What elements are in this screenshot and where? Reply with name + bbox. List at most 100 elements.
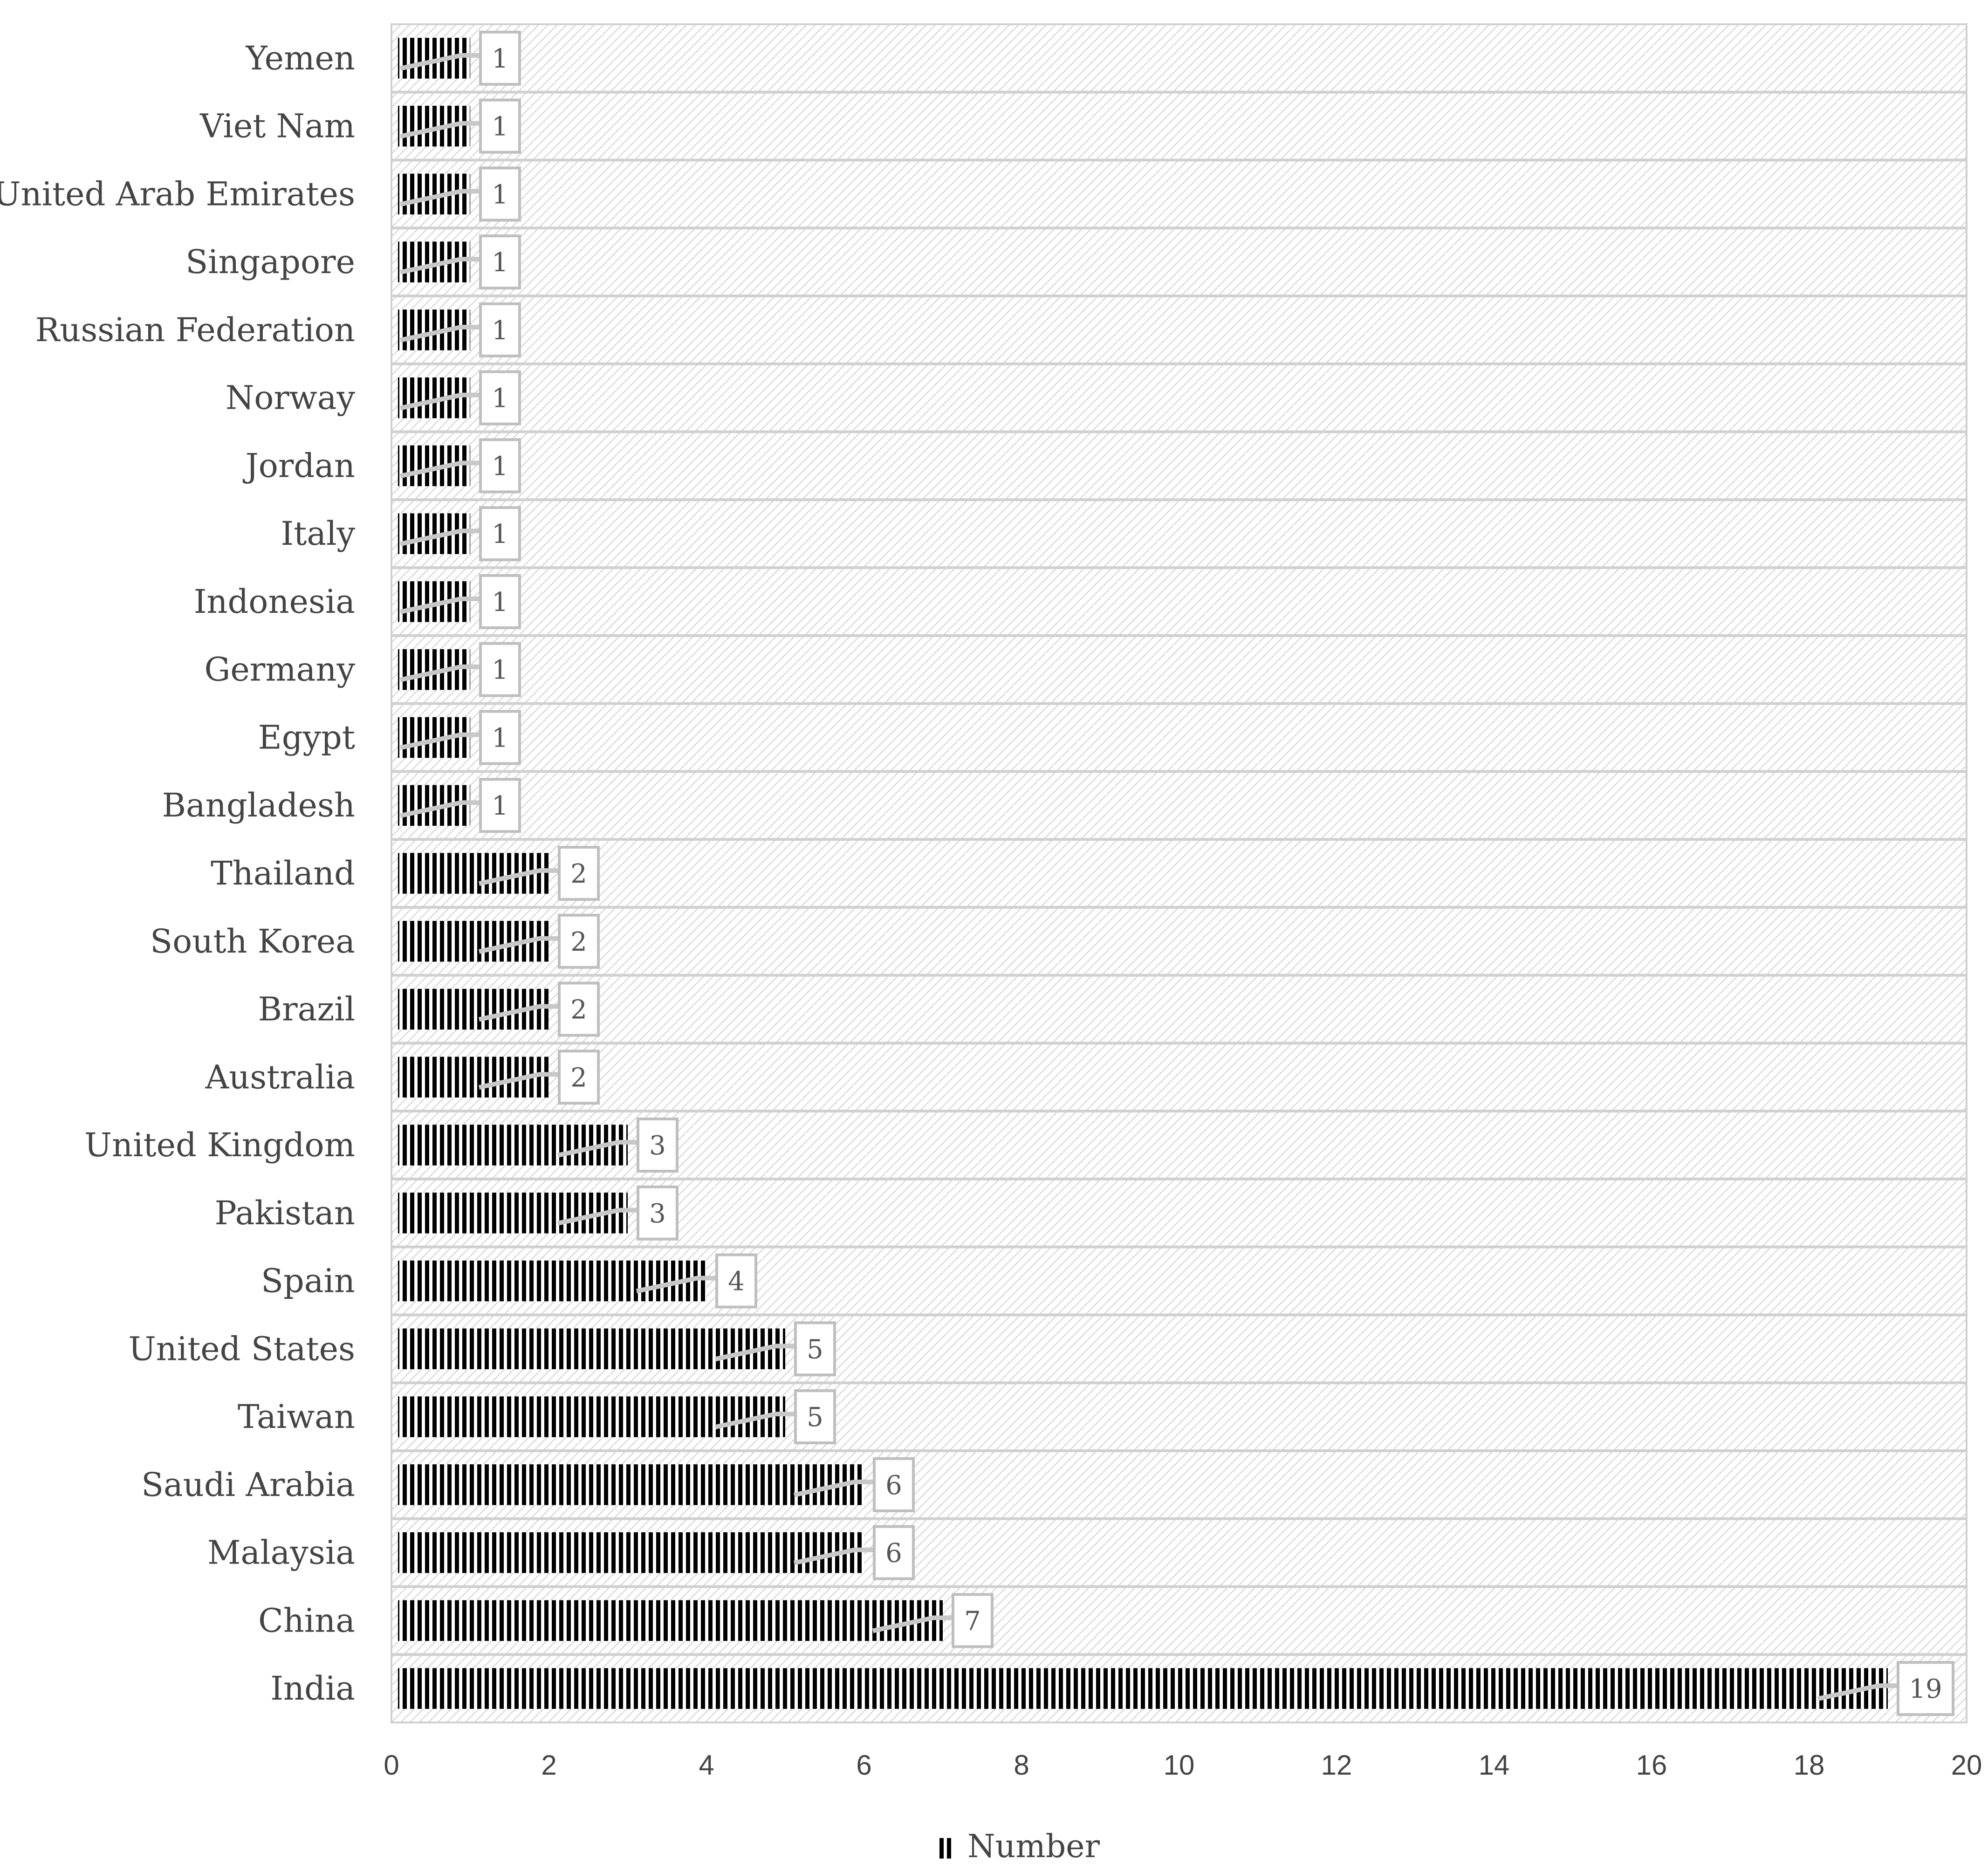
data-label-box bbox=[873, 1457, 915, 1512]
data-label-leader bbox=[399, 596, 480, 614]
data-label-leader bbox=[399, 664, 480, 682]
data-label: 5 bbox=[807, 1334, 823, 1365]
data-label-box bbox=[479, 30, 521, 86]
data-label-leader bbox=[399, 324, 480, 343]
data-label-leader bbox=[399, 460, 480, 479]
category-label: Spain bbox=[261, 1262, 355, 1300]
data-label-box bbox=[794, 1321, 836, 1377]
data-label-box bbox=[873, 1525, 915, 1580]
category-label: Bangladesh bbox=[162, 786, 355, 824]
bar bbox=[398, 1464, 864, 1505]
data-label: 1 bbox=[492, 519, 508, 549]
data-label: 2 bbox=[570, 995, 587, 1025]
bar bbox=[398, 38, 470, 79]
data-label-box bbox=[479, 642, 521, 697]
bar bbox=[398, 241, 470, 282]
x-tick-label: 12 bbox=[1321, 1749, 1352, 1781]
bar bbox=[398, 1125, 628, 1166]
data-label-leader bbox=[478, 936, 559, 954]
bar bbox=[398, 309, 470, 350]
data-label: 1 bbox=[492, 112, 508, 142]
data-label-box bbox=[479, 98, 521, 154]
data-label-box bbox=[479, 506, 521, 562]
data-label-leader bbox=[399, 800, 480, 818]
category-label: United States bbox=[129, 1330, 355, 1368]
data-label-box bbox=[558, 1050, 600, 1105]
category-label: Norway bbox=[226, 379, 356, 417]
plot-area bbox=[391, 23, 1967, 1723]
category-label: United Arab Emirates bbox=[0, 175, 355, 213]
data-label-leader bbox=[478, 1004, 559, 1022]
x-tick-label: 18 bbox=[1794, 1749, 1825, 1781]
data-label-box bbox=[558, 981, 600, 1037]
category-label: Australia bbox=[205, 1058, 355, 1096]
data-label-box bbox=[479, 166, 521, 222]
data-label: 5 bbox=[807, 1402, 823, 1433]
data-label-leader bbox=[636, 1276, 717, 1294]
data-label-box bbox=[479, 234, 521, 290]
data-label: 1 bbox=[492, 44, 508, 74]
data-label: 1 bbox=[492, 316, 508, 346]
data-label: 7 bbox=[964, 1606, 981, 1636]
category-label: Brazil bbox=[258, 990, 355, 1029]
data-label-leader bbox=[872, 1615, 953, 1633]
category-label: Yemen bbox=[246, 39, 355, 77]
data-label: 1 bbox=[492, 723, 508, 753]
data-label-leader bbox=[793, 1547, 874, 1565]
data-label-box bbox=[479, 710, 521, 765]
category-label: Singapore bbox=[185, 243, 355, 281]
data-label: 2 bbox=[570, 927, 587, 957]
data-label-leader bbox=[793, 1479, 874, 1497]
category-label: Italy bbox=[281, 515, 356, 553]
data-label: 6 bbox=[885, 1538, 902, 1569]
data-label: 1 bbox=[492, 451, 508, 481]
data-label-leader bbox=[478, 868, 559, 886]
x-tick-label: 6 bbox=[856, 1749, 871, 1781]
bar bbox=[398, 785, 470, 826]
data-label-leader bbox=[557, 1140, 638, 1158]
bar bbox=[398, 1260, 706, 1302]
data-label: 1 bbox=[492, 655, 508, 686]
data-label: 3 bbox=[649, 1131, 666, 1161]
category-label: Jordan bbox=[243, 446, 355, 485]
data-label-box bbox=[479, 438, 521, 494]
x-tick-label: 14 bbox=[1479, 1749, 1510, 1781]
bar bbox=[398, 173, 470, 215]
data-label-leader bbox=[399, 53, 480, 71]
data-label-box bbox=[715, 1253, 757, 1309]
data-label-leader bbox=[399, 392, 480, 411]
data-label-leader bbox=[557, 1207, 638, 1226]
legend: Number bbox=[937, 1828, 1100, 1865]
bar bbox=[398, 581, 470, 622]
bar bbox=[398, 649, 470, 690]
data-label: 1 bbox=[492, 247, 508, 278]
data-label: 1 bbox=[492, 587, 508, 617]
bar bbox=[398, 1668, 1888, 1709]
legend-swatch bbox=[937, 1838, 953, 1859]
category-label: United Kingdom bbox=[84, 1126, 355, 1164]
data-label-box bbox=[558, 913, 600, 969]
data-label: 1 bbox=[492, 179, 508, 210]
data-label-box bbox=[794, 1389, 836, 1445]
bar bbox=[398, 445, 470, 487]
data-label-box bbox=[558, 846, 600, 901]
data-label-leader bbox=[399, 528, 480, 547]
x-tick-label: 0 bbox=[384, 1749, 399, 1781]
data-label-box bbox=[637, 1185, 679, 1241]
data-label-box bbox=[952, 1593, 994, 1648]
data-label: 1 bbox=[492, 791, 508, 821]
x-tick-label: 20 bbox=[1951, 1749, 1982, 1781]
bar bbox=[398, 1396, 785, 1437]
data-label-box bbox=[479, 778, 521, 833]
data-label-box bbox=[479, 370, 521, 425]
data-label-leader bbox=[714, 1412, 795, 1429]
data-label-box bbox=[479, 302, 521, 357]
data-label: 3 bbox=[649, 1199, 666, 1229]
bar bbox=[398, 513, 470, 554]
bar bbox=[398, 1532, 864, 1573]
category-label: India bbox=[270, 1669, 355, 1708]
data-label-leader bbox=[478, 1072, 559, 1090]
x-tick-label: 4 bbox=[699, 1749, 714, 1781]
category-label: Indonesia bbox=[194, 583, 355, 621]
data-label-leader bbox=[399, 189, 480, 207]
